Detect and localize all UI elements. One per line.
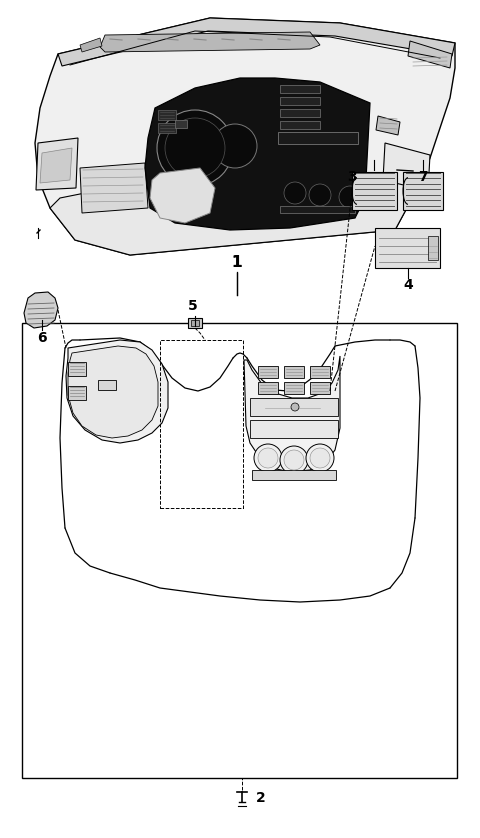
Bar [280, 109, 320, 117]
Polygon shape [68, 346, 158, 438]
Bar [22, 323, 457, 778]
Bar [280, 97, 320, 105]
Polygon shape [244, 356, 340, 472]
Text: 5: 5 [188, 299, 198, 313]
Bar [375, 228, 440, 268]
Polygon shape [100, 32, 320, 52]
Polygon shape [383, 143, 430, 191]
Bar [284, 366, 304, 378]
Circle shape [280, 446, 308, 474]
Bar [188, 318, 202, 328]
Bar [258, 382, 278, 394]
Bar [280, 85, 320, 93]
Text: 1: 1 [232, 255, 242, 270]
Bar [68, 362, 86, 376]
Polygon shape [150, 168, 215, 223]
Text: 7: 7 [418, 170, 428, 184]
Bar [258, 366, 278, 378]
Circle shape [157, 110, 233, 186]
Bar [352, 172, 397, 210]
Polygon shape [58, 18, 455, 66]
Circle shape [258, 448, 278, 468]
Polygon shape [145, 78, 370, 230]
Bar [175, 120, 187, 128]
Bar [191, 320, 199, 326]
Circle shape [284, 450, 304, 470]
Polygon shape [80, 163, 148, 213]
Bar [310, 382, 330, 394]
Circle shape [213, 124, 257, 168]
Circle shape [309, 184, 331, 206]
Circle shape [306, 444, 334, 472]
Bar [310, 366, 330, 378]
Polygon shape [408, 41, 452, 68]
Polygon shape [40, 148, 72, 183]
Polygon shape [80, 38, 102, 52]
Text: 1: 1 [232, 255, 242, 270]
Bar [98, 380, 116, 390]
Bar [68, 386, 86, 400]
Polygon shape [66, 340, 168, 443]
Polygon shape [36, 138, 78, 190]
Text: 3: 3 [347, 170, 357, 184]
Polygon shape [50, 178, 415, 255]
Circle shape [284, 182, 306, 204]
Bar [158, 110, 176, 120]
Bar [158, 123, 176, 133]
Bar [250, 398, 338, 416]
Bar [284, 382, 304, 394]
Bar [280, 121, 320, 129]
Polygon shape [35, 18, 455, 255]
Bar [280, 206, 355, 213]
Polygon shape [24, 292, 58, 328]
Text: 4: 4 [403, 278, 413, 292]
Circle shape [339, 186, 361, 208]
Bar [403, 172, 443, 210]
Circle shape [291, 403, 299, 411]
Bar [250, 420, 338, 438]
Circle shape [310, 448, 330, 468]
Bar [252, 470, 336, 480]
Text: 6: 6 [37, 331, 47, 345]
Bar [428, 236, 438, 260]
Circle shape [254, 444, 282, 472]
Text: 2: 2 [256, 791, 266, 805]
Bar [278, 132, 358, 144]
Circle shape [165, 118, 225, 178]
Polygon shape [376, 116, 400, 135]
